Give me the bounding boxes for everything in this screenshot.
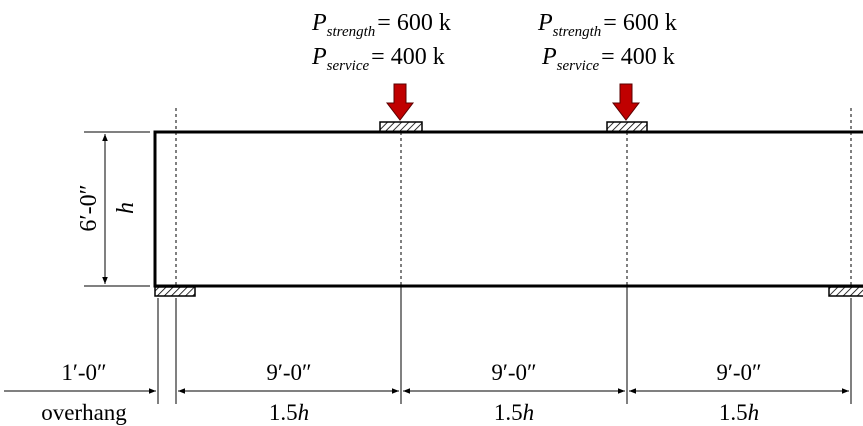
load-2-service-symbol: P xyxy=(541,44,557,70)
load-arrow-2 xyxy=(611,83,641,121)
beam-outline xyxy=(153,130,863,288)
span-3-label-symbol: h xyxy=(748,400,760,425)
svg-text:Pstrength= 600 k: Pstrength= 600 k xyxy=(311,10,451,40)
load-2-strength-subscript: strength xyxy=(553,24,602,40)
load-1-strength-value: = 600 k xyxy=(377,10,451,36)
load-1-service-subscript: service xyxy=(327,58,370,74)
span-2-feet: 9′-0″ xyxy=(491,360,536,385)
support-plate-left xyxy=(154,286,196,297)
load-label-2: Pstrength= 600 k Pservice= 400 k xyxy=(537,10,677,74)
span-3-label-number: 1.5 xyxy=(719,400,748,425)
svg-text:Pservice= 400 k: Pservice= 400 k xyxy=(541,44,675,74)
load-1-service-value: = 400 k xyxy=(371,44,445,70)
load-arrow-1 xyxy=(385,83,415,121)
span-2-label-symbol: h xyxy=(523,400,535,425)
span-2-label: 1.5h xyxy=(494,400,534,425)
span-2-label-number: 1.5 xyxy=(494,400,523,425)
span-1-label-number: 1.5 xyxy=(269,400,298,425)
span-1-feet: 9′-0″ xyxy=(266,360,311,385)
span-1-label: 1.5h xyxy=(269,400,309,425)
load-2-service-value: = 400 k xyxy=(601,44,675,70)
load-1-strength-subscript: strength xyxy=(327,24,376,40)
load-2-strength-value: = 600 k xyxy=(603,10,677,36)
span-3-feet: 9′-0″ xyxy=(716,360,761,385)
load-1-service-symbol: P xyxy=(311,44,327,70)
support-plate-right xyxy=(828,286,863,297)
span-1-label-symbol: h xyxy=(298,400,310,425)
load-2-strength-symbol: P xyxy=(537,10,553,36)
height-value: 6′-0″ xyxy=(76,184,102,231)
load-1-strength-symbol: P xyxy=(311,10,327,36)
height-symbol: h xyxy=(113,202,139,214)
load-2-service-subscript: service xyxy=(557,58,600,74)
overhang-feet: 1′-0″ xyxy=(61,360,106,385)
span-3-label: 1.5h xyxy=(719,400,759,425)
overhang-label: overhang xyxy=(41,400,127,425)
svg-text:Pservice= 400 k: Pservice= 400 k xyxy=(311,44,445,74)
svg-text:Pstrength= 600 k: Pstrength= 600 k xyxy=(537,10,677,40)
load-label-1: Pstrength= 600 k Pservice= 400 k xyxy=(311,10,451,74)
